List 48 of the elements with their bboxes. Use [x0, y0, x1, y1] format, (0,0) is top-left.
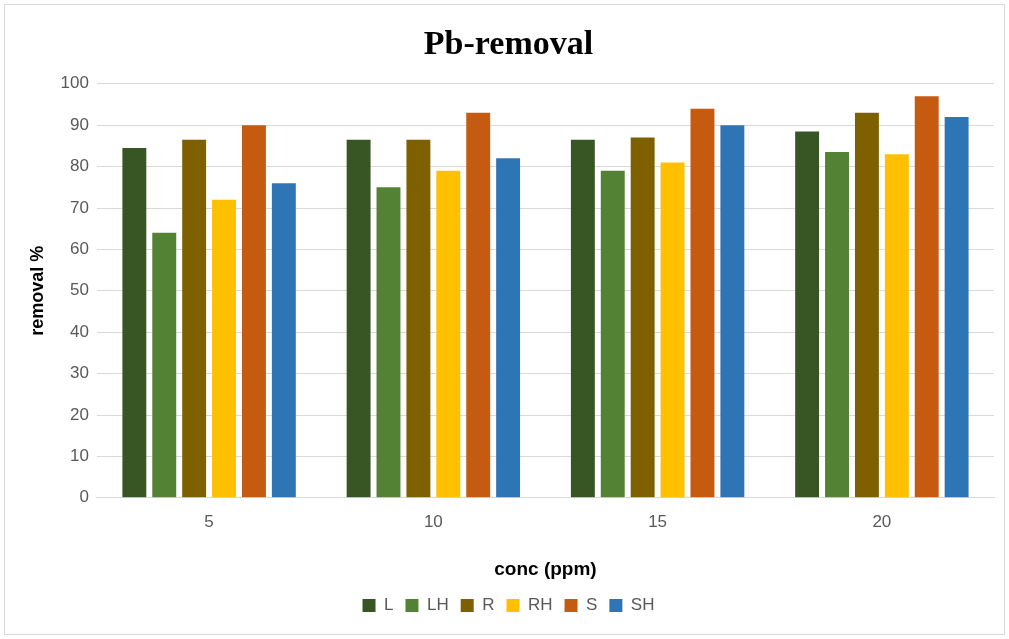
y-tick-label: 50: [70, 280, 89, 300]
y-tick-label: 100: [60, 73, 89, 93]
y-tick-label: 0: [79, 487, 89, 507]
bar: [376, 187, 401, 498]
bar: [854, 112, 879, 498]
bar: [914, 96, 939, 498]
x-axis-title: conc (ppm): [494, 557, 597, 579]
bar: [570, 139, 595, 498]
bar: [630, 137, 655, 498]
bar: [884, 154, 909, 498]
y-tick-label: 70: [70, 197, 89, 217]
x-tick-label: 15: [648, 511, 668, 531]
legend-label: L: [384, 595, 394, 615]
bar: [436, 170, 461, 498]
bar: [944, 116, 969, 498]
bar: [496, 158, 521, 498]
legend-label: LH: [426, 595, 449, 615]
bar: [600, 170, 625, 498]
y-tick-label: 40: [70, 321, 89, 341]
legend-label: SH: [630, 595, 655, 615]
x-tick-label: 10: [423, 511, 443, 531]
y-tick-label: 80: [70, 156, 89, 176]
x-tick-label: 5: [204, 511, 214, 531]
bar: [212, 199, 236, 498]
bar: [271, 183, 296, 498]
bar: [152, 232, 177, 498]
bar: [346, 139, 371, 498]
y-axis-title: removal %: [26, 245, 47, 336]
y-tick-label: 30: [70, 363, 89, 383]
legend-label: S: [586, 595, 598, 615]
x-tick-label: 20: [872, 511, 892, 531]
bar: [825, 152, 849, 498]
bar: [690, 108, 715, 498]
bar: [720, 125, 745, 498]
legend-label: RH: [527, 595, 553, 615]
bar: [241, 125, 266, 498]
bar: [122, 147, 147, 498]
legend-label: R: [482, 595, 495, 615]
bar: [466, 112, 491, 498]
y-tick-label: 10: [70, 446, 89, 466]
bar: [660, 162, 685, 498]
chart-title: Pb-removal: [423, 24, 594, 62]
y-tick-label: 20: [70, 404, 89, 424]
y-tick-label: 90: [70, 114, 89, 134]
bar: [795, 131, 820, 498]
bar: [406, 139, 431, 498]
bar: [182, 139, 207, 498]
y-tick-label: 60: [70, 239, 89, 259]
